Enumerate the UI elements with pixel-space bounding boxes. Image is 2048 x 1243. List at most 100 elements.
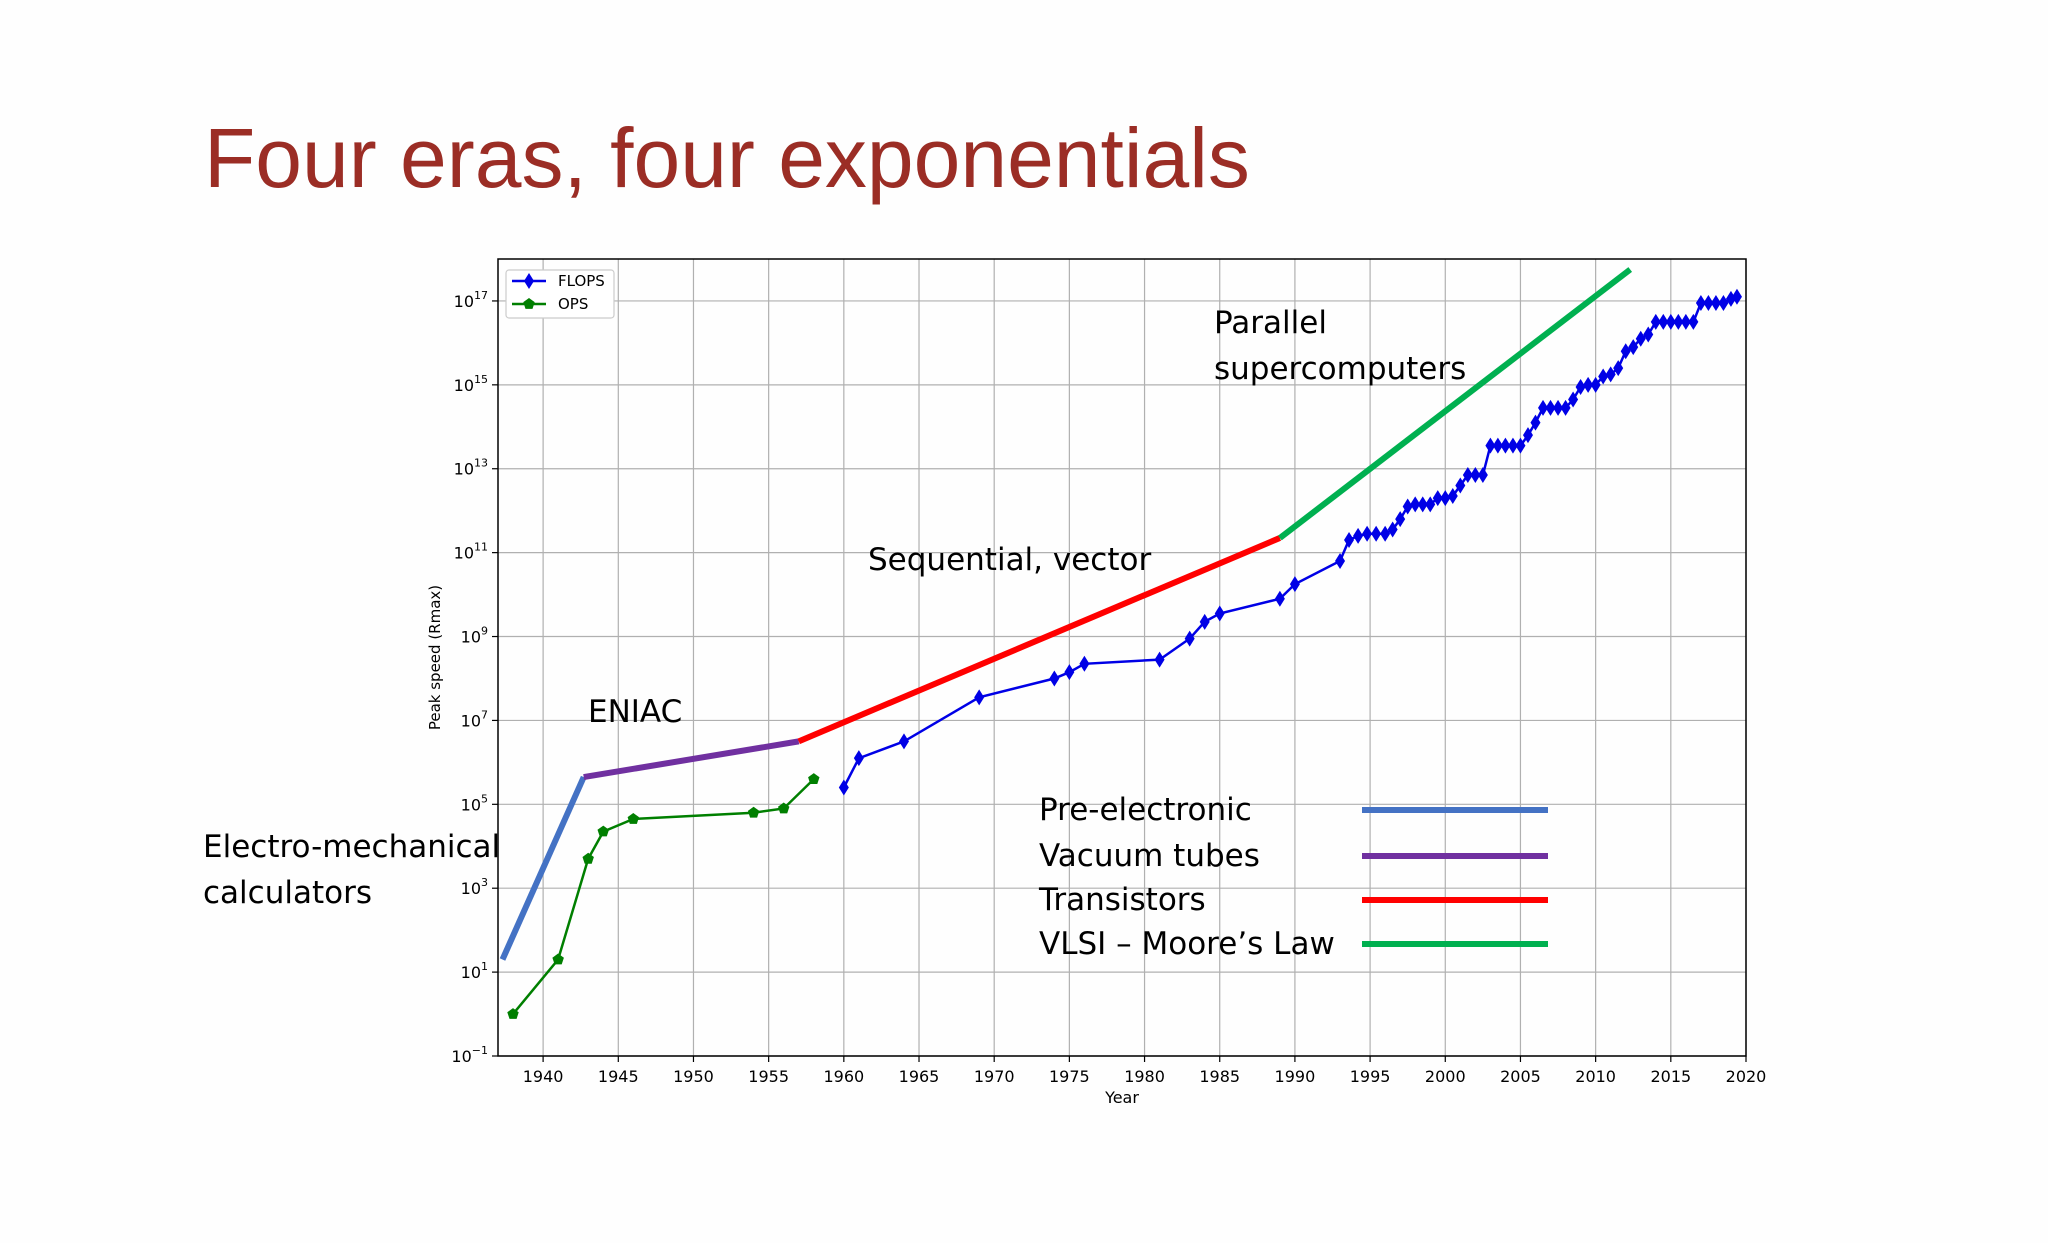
y-tick-label: 1013 — [454, 457, 488, 479]
era-legend-label-3: VLSI – Moore’s Law — [1039, 926, 1335, 962]
plot-frame — [497, 258, 1747, 1057]
data-point-flops — [1447, 488, 1458, 505]
x-tick-label: 2000 — [1425, 1067, 1466, 1086]
x-tick-label: 1980 — [1124, 1067, 1165, 1086]
x-tick-label: 1950 — [673, 1067, 714, 1086]
data-point-flops — [1274, 590, 1285, 607]
data-point-ops — [597, 825, 609, 837]
x-tick-label: 2020 — [1726, 1067, 1767, 1086]
data-point-flops — [1515, 437, 1526, 454]
legend-marker-ops — [523, 298, 535, 309]
data-point-ops — [507, 1008, 519, 1019]
x-tick-label: 1985 — [1199, 1067, 1240, 1086]
data-point-flops — [1522, 427, 1533, 444]
legend-label-flops: FLOPS — [558, 272, 605, 290]
x-tick-label: 1970 — [974, 1067, 1015, 1086]
data-point-flops — [853, 750, 864, 767]
x-tick-label: 1960 — [823, 1067, 864, 1086]
data-point-flops — [1538, 399, 1549, 416]
era-legend-label-2: Transistors — [1038, 882, 1206, 918]
x-tick-label: 2010 — [1575, 1067, 1616, 1086]
data-point-ops — [747, 806, 760, 818]
x-tick-label: 1995 — [1350, 1067, 1391, 1086]
data-point-flops — [1154, 651, 1165, 668]
y-axis-ticks: 10−1 101 103 105 107 109 1011 1013 1015 1017 — [451, 289, 498, 1066]
data-point-flops — [1665, 313, 1676, 330]
era-legend: Pre-electronic Vacuum tubes Transistors VLS… — [1038, 792, 1548, 962]
annotation-calculators: calculators — [203, 875, 372, 911]
annotation-eniac: ENIAC — [588, 694, 682, 730]
data-point-flops — [1470, 467, 1481, 484]
series-line-ops — [512, 778, 815, 1015]
data-point-flops — [1628, 339, 1639, 356]
data-point-flops — [1590, 376, 1601, 393]
era-trend-line-0 — [499, 775, 587, 961]
y-tick-label: 107 — [461, 708, 488, 730]
data-point-flops — [1353, 527, 1364, 544]
legend-marker-flops — [524, 273, 534, 289]
era-trend-line-3 — [1278, 267, 1633, 541]
data-point-flops — [1344, 532, 1355, 549]
data-point-ops — [627, 813, 639, 824]
data-point-flops — [1575, 378, 1586, 395]
x-tick-label: 1955 — [748, 1067, 789, 1086]
x-axis-ticks: 1940 1945 1950 1955 1960 1965 1970 1975 1980 1985… — [523, 1056, 1767, 1086]
data-point-flops — [1635, 330, 1646, 347]
annotation-electro-mechanical: Electro-mechanical — [203, 829, 500, 865]
data-point-flops — [1184, 630, 1195, 647]
x-tick-label: 1975 — [1049, 1067, 1090, 1086]
data-point-flops — [1710, 295, 1721, 312]
data-point-flops — [1553, 399, 1564, 416]
legend-label-ops: OPS — [558, 295, 588, 313]
era-trend-line-2 — [797, 535, 1282, 745]
data-point-flops — [1658, 313, 1669, 330]
data-point-flops — [1432, 490, 1443, 507]
data-point-flops — [1718, 295, 1729, 312]
data-point-flops — [1620, 343, 1631, 360]
data-point-flops — [1605, 366, 1616, 383]
x-tick-label: 1945 — [598, 1067, 639, 1086]
data-point-flops — [1673, 313, 1684, 330]
era-trend-line-1 — [583, 738, 800, 781]
data-point-ops — [778, 802, 790, 814]
era-trend-lines — [499, 267, 1633, 961]
data-point-flops — [1560, 399, 1571, 416]
data-point-flops — [1362, 525, 1373, 542]
data-point-flops — [1530, 414, 1541, 431]
data-point-flops — [1049, 670, 1060, 687]
data-point-flops — [1485, 437, 1496, 454]
data-point-flops — [1402, 498, 1413, 515]
data-point-flops — [1335, 553, 1346, 570]
legend: FLOPS OPS — [505, 269, 615, 319]
data-point-flops — [1731, 288, 1742, 305]
annotation-supercomputers: supercomputers — [1214, 351, 1466, 387]
data-point-flops — [1289, 576, 1300, 593]
y-tick-label: 10−1 — [451, 1044, 488, 1066]
era-legend-label-0: Pre-electronic — [1039, 792, 1252, 828]
y-tick-label: 101 — [461, 960, 488, 982]
y-tick-label: 1015 — [454, 373, 488, 395]
data-series — [507, 288, 1742, 1019]
data-point-flops — [1199, 613, 1210, 630]
data-point-flops — [1703, 295, 1714, 312]
data-point-flops — [1643, 326, 1654, 343]
data-point-flops — [1425, 496, 1436, 513]
slide-title: Four eras, four exponentials — [204, 111, 1250, 205]
annotation-parallel: Parallel — [1214, 305, 1327, 341]
data-point-flops — [1417, 496, 1428, 513]
data-point-flops — [1680, 313, 1691, 330]
data-point-flops — [1410, 496, 1421, 513]
data-point-flops — [1507, 437, 1518, 454]
y-tick-label: 103 — [461, 876, 488, 898]
data-point-flops — [1477, 467, 1488, 484]
data-point-flops — [1545, 399, 1556, 416]
data-point-flops — [1462, 467, 1473, 484]
data-point-flops — [1613, 360, 1624, 377]
data-point-flops — [1214, 605, 1225, 622]
data-point-flops — [1064, 664, 1075, 681]
x-tick-label: 1990 — [1275, 1067, 1316, 1086]
data-point-flops — [1440, 490, 1451, 507]
data-point-ops — [552, 953, 564, 965]
data-point-ops — [808, 773, 820, 784]
data-point-flops — [1387, 521, 1398, 538]
